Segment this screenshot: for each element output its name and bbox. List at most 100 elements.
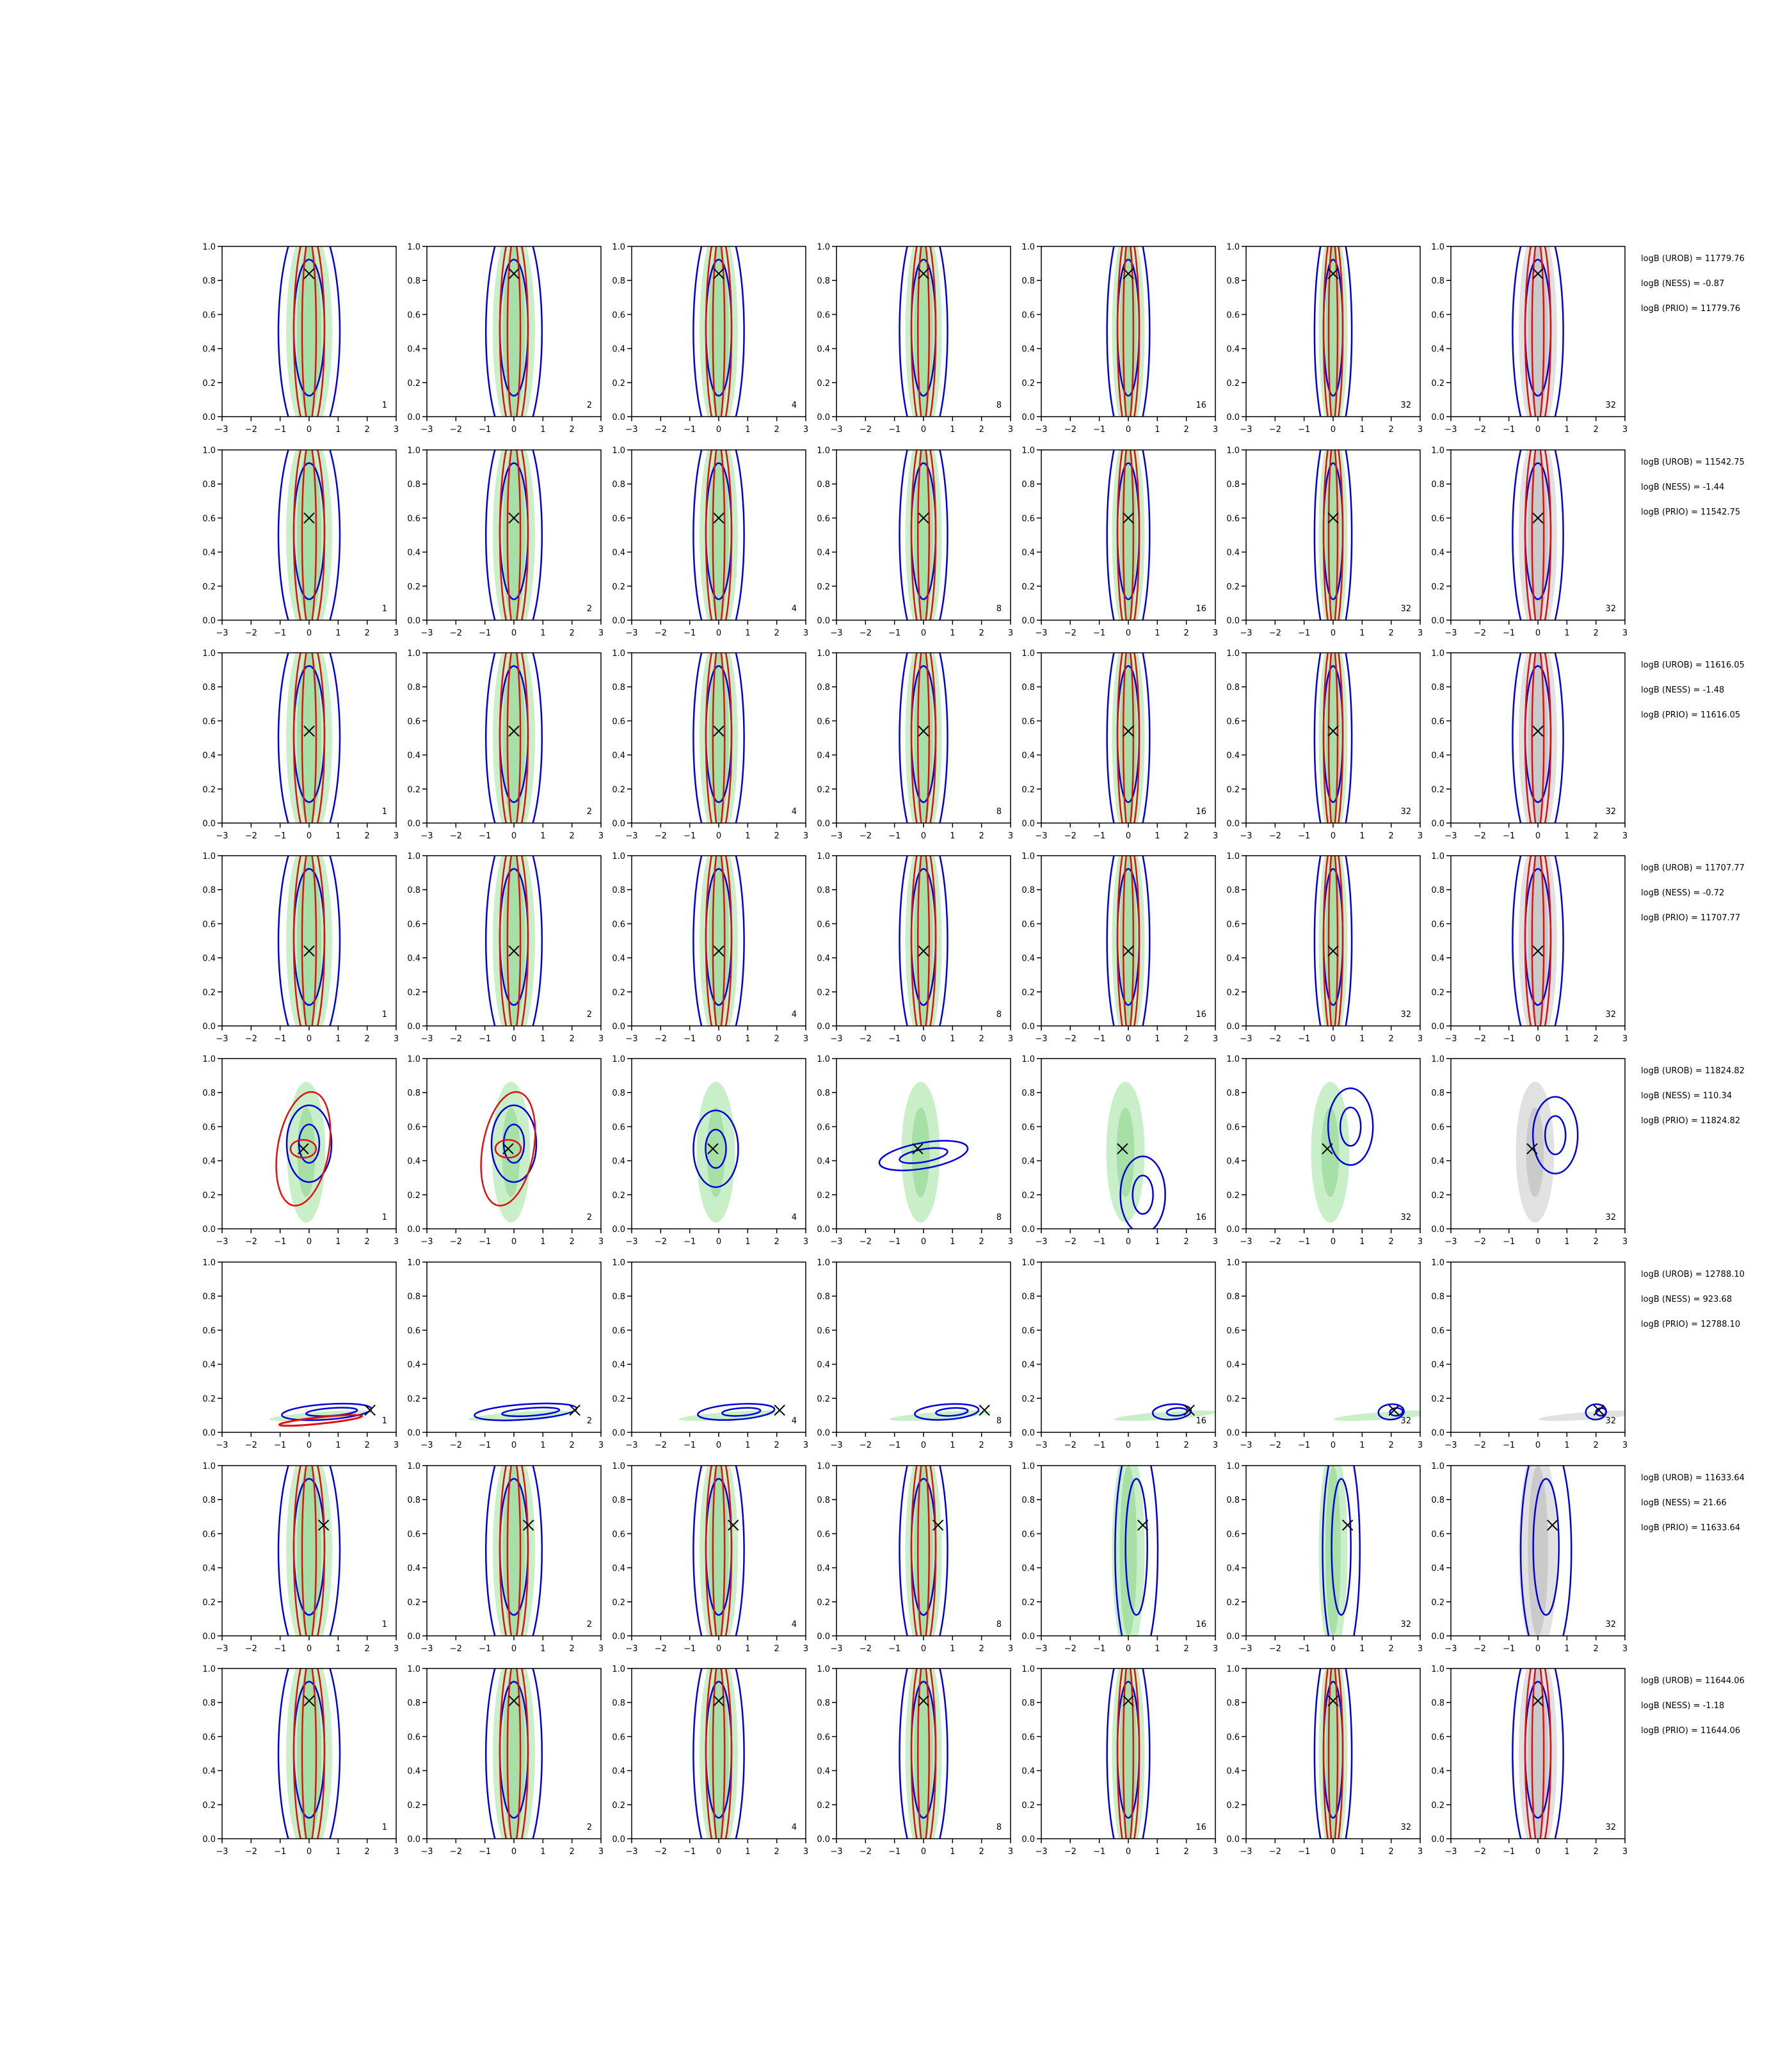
x-tick-label: 2 [774,628,780,638]
logb-label: logB (UROB) = 11633.64 [1641,1473,1745,1483]
contour-red-inner [506,653,522,823]
x-tick-label: 0 [1535,831,1540,841]
true-value-marker [918,512,929,524]
x-tick-label: −1 [1093,831,1105,841]
y-tick-label: 0.4 [817,345,830,355]
true-value-marker [1532,945,1544,957]
x-tick-label: −1 [1093,628,1105,638]
x-tick-label: 3 [598,831,604,841]
logb-label: logB (PRIO) = 11644.06 [1641,1726,1740,1736]
subplot-r1-c6: −3 −2 −1 0 1 2 3 0.0 0.2 0.4 0.6 0.8 1.0 32 [1226,243,1423,435]
y-tick-label: 0.6 [1021,310,1035,320]
density-fill-outer [1333,1410,1420,1421]
y-tick-label: 0.0 [1431,1632,1444,1642]
y-tick-label: 0.2 [1021,1598,1035,1608]
x-tick-label: −2 [245,1644,257,1654]
x-tick-label: 2 [979,1441,984,1450]
x-tick-label: −2 [1064,1644,1076,1654]
contour-red-inner [301,856,317,1026]
x-tick-label: −3 [1035,628,1047,638]
y-tick-label: 0.0 [202,1632,216,1642]
subplot-r4-c2: −3 −2 −1 0 1 2 3 0.0 0.2 0.4 0.6 0.8 1.0 2 [407,852,604,1044]
column-count-label: 1 [382,1213,387,1222]
y-tick-label: 0.4 [612,1767,625,1777]
x-tick-label: 1 [1155,1644,1160,1654]
y-tick-label: 0.8 [612,1089,625,1098]
true-value-marker [303,725,315,737]
x-tick-label: 2 [774,1644,780,1654]
subplot-r4-c7: −3 −2 −1 0 1 2 3 0.0 0.2 0.4 0.6 0.8 1.0 32 [1431,852,1628,1044]
logb-label: logB (NESS) = -1.44 [1641,483,1724,492]
contour-red-inner [301,246,317,417]
x-tick-label: 0 [511,1034,516,1044]
x-tick-label: 0 [716,831,721,841]
y-tick-label: 0.2 [612,582,625,592]
x-tick-label: −2 [1474,1441,1486,1450]
plot-area [1311,1082,1374,1223]
x-tick-label: 1 [1564,1847,1569,1857]
x-tick-label: −1 [1503,1237,1515,1247]
subplot-r1-c4: −3 −2 −1 0 1 2 3 0.0 0.2 0.4 0.6 0.8 1.0 8 [817,243,1013,435]
x-tick-label: 3 [803,1034,808,1044]
y-tick-label: 0.4 [202,1564,216,1574]
x-tick-label: 3 [1213,425,1218,435]
x-tick-label: −1 [274,1644,286,1654]
x-tick-label: 1 [335,831,340,841]
subplot-r2-c3: −3 −2 −1 0 1 2 3 0.0 0.2 0.4 0.6 0.8 1.0 4 [612,446,808,638]
x-tick-label: 0 [1331,1644,1336,1654]
y-tick-label: 0.0 [407,1835,420,1844]
plot-area [692,1466,745,1636]
x-tick-label: 3 [803,831,808,841]
x-tick-label: −3 [1444,831,1457,841]
x-tick-label: 0 [1126,628,1131,638]
x-tick-label: −1 [888,1034,900,1044]
x-tick-label: −3 [625,1441,637,1450]
plot-area [1313,653,1353,823]
y-tick-label: 1.0 [1021,446,1035,456]
x-tick-label: 3 [1622,628,1628,638]
y-tick-label: 0.2 [1431,988,1444,998]
density-fill-inner [1325,1466,1341,1636]
x-tick-label: 3 [803,1237,808,1247]
x-tick-label: 1 [950,831,955,841]
y-tick-label: 0.6 [817,920,830,929]
y-tick-label: 0.0 [1021,413,1035,422]
subplot-r8-c5: −3 −2 −1 0 1 2 3 0.0 0.2 0.4 0.6 0.8 1.0 16 [1021,1665,1218,1857]
x-tick-label: 0 [1331,628,1336,638]
true-value-marker [918,1695,929,1707]
contour-red-outer [292,653,326,823]
x-tick-label: 1 [1155,628,1160,638]
x-tick-label: −1 [1298,1644,1310,1654]
contour-blue-outer [1313,1668,1353,1839]
y-tick-label: 1.0 [1431,1462,1444,1471]
x-tick-label: −3 [830,425,842,435]
y-tick-label: 1.0 [202,1462,216,1471]
x-tick-label: −1 [888,831,900,841]
plot-area [484,1466,543,1636]
x-tick-label: 1 [950,1441,955,1450]
y-tick-label: 1.0 [407,243,420,252]
y-tick-label: 1.0 [612,1665,625,1674]
y-tick-label: 1.0 [1021,1665,1035,1674]
column-count-label: 32 [1400,1213,1411,1222]
x-tick-label: −1 [479,1034,491,1044]
x-tick-label: 2 [979,628,984,638]
y-tick-label: 0.6 [1226,514,1240,524]
x-tick-label: −2 [1064,1441,1076,1450]
x-tick-label: −3 [420,831,433,841]
contour-red-outer [910,856,937,1026]
subplot-r1-c3: −3 −2 −1 0 1 2 3 0.0 0.2 0.4 0.6 0.8 1.0 4 [612,243,808,435]
y-tick-label: 0.8 [202,1292,216,1302]
x-tick-label: −1 [1298,425,1310,435]
contour-blue-inner [500,1407,561,1418]
contour-blue-outer [277,1668,341,1839]
x-tick-label: −3 [420,1034,433,1044]
column-count-label: 32 [1400,1416,1411,1426]
y-tick-label: 0.6 [1431,1732,1444,1742]
y-tick-label: 0.6 [202,1123,216,1132]
plot-area [277,1466,341,1636]
y-tick-label: 0.6 [1431,1326,1444,1336]
y-tick-label: 0.2 [202,785,216,795]
column-count-label: 1 [382,401,387,410]
x-tick-label: −2 [1269,831,1281,841]
